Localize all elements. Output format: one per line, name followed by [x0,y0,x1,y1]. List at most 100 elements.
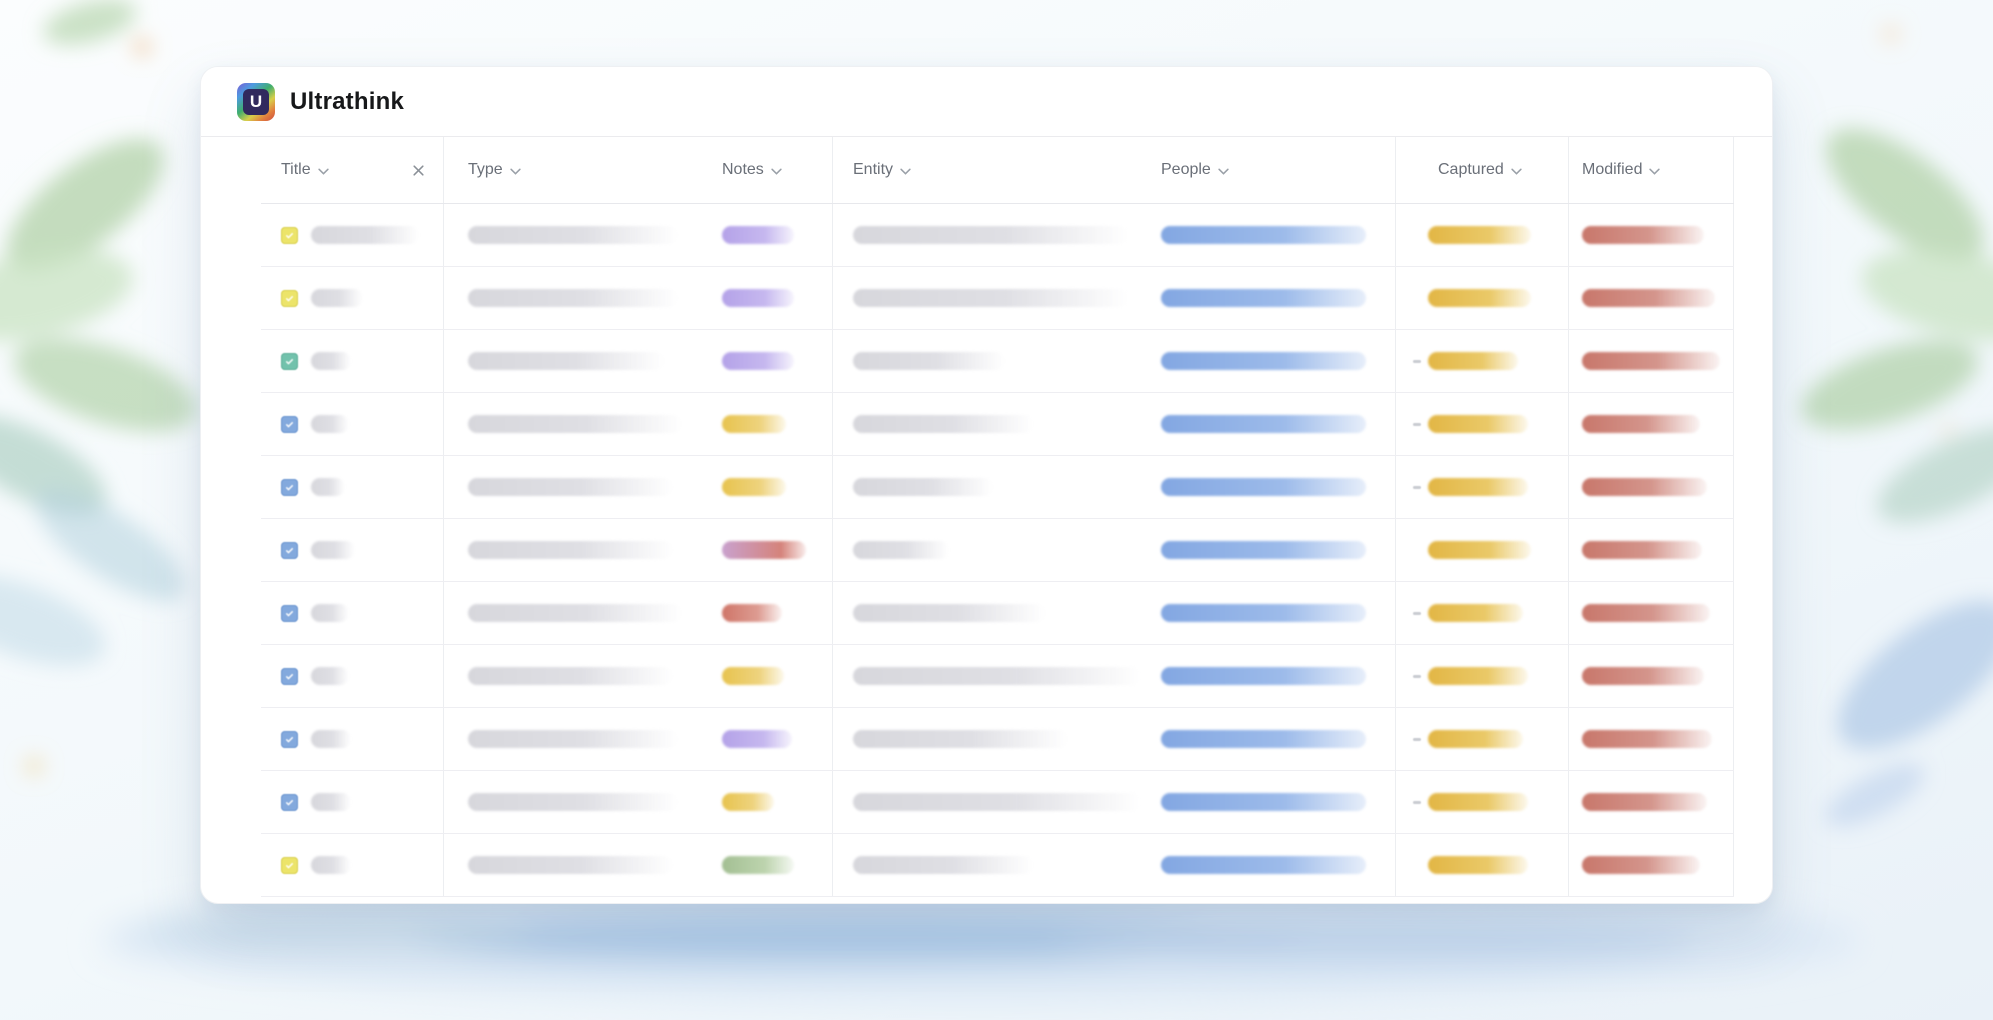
table-row[interactable] [261,708,1734,771]
entity-cell [832,393,1156,455]
modified-placeholder [1582,730,1712,748]
modified-placeholder [1582,415,1700,433]
notes-cell [713,330,832,392]
clear-filter-button[interactable] [409,161,427,179]
captured-cell [1395,267,1568,329]
table-row[interactable] [261,393,1734,456]
chevron-down-icon[interactable] [1511,168,1522,175]
table-row[interactable] [261,519,1734,582]
chevron-down-icon[interactable] [771,168,782,175]
captured-placeholder [1428,226,1531,244]
row-type-icon [281,226,298,244]
captured-placeholder [1428,730,1523,748]
entity-cell [832,708,1156,770]
notes-tag-placeholder [722,226,794,244]
bottom-watercolor-wash [100,878,1860,1002]
captured-tick [1413,737,1421,741]
close-icon [412,164,424,176]
modified-cell [1568,519,1734,581]
people-placeholder [1161,793,1366,811]
entity-cell [832,204,1156,266]
check-icon [285,421,294,427]
row-type-icon [281,541,298,559]
column-label-modified: Modified [1582,161,1643,178]
captured-placeholder [1428,604,1523,622]
type-placeholder [468,226,678,244]
captured-placeholder [1428,478,1528,496]
table-row[interactable] [261,267,1734,330]
entity-placeholder [853,289,1128,307]
app-logo: U [237,82,275,121]
column-header-entity[interactable]: Entity [832,137,1156,203]
chevron-down-icon[interactable] [1218,168,1229,175]
type-placeholder [468,478,673,496]
captured-placeholder [1428,793,1528,811]
title-placeholder [311,478,345,496]
title-placeholder [311,793,351,811]
captured-cell [1395,519,1568,581]
people-placeholder [1161,226,1366,244]
title-cell [261,519,443,581]
captured-placeholder [1428,352,1518,370]
entity-cell [832,834,1156,896]
type-cell [443,393,713,455]
people-placeholder [1161,730,1366,748]
chevron-down-icon[interactable] [510,168,521,175]
title-placeholder [311,226,419,244]
captured-tick [1413,485,1421,489]
check-icon [285,547,294,553]
notes-cell [713,267,832,329]
check-icon [285,232,294,238]
column-label-entity: Entity [853,161,894,178]
title-cell [261,456,443,518]
type-placeholder [468,289,678,307]
row-type-icon [281,289,298,307]
people-placeholder [1161,289,1366,307]
title-placeholder [311,604,349,622]
captured-tick [1413,800,1421,804]
column-header-type[interactable]: Type [443,137,713,203]
chevron-down-icon[interactable] [317,168,329,175]
notes-cell [713,393,832,455]
people-cell [1156,645,1395,707]
captured-cell [1395,582,1568,644]
left-leaf-cluster [0,0,197,775]
title-placeholder [311,415,349,433]
table-row[interactable] [261,834,1734,897]
chevron-down-icon[interactable] [900,168,911,175]
column-header-title[interactable]: Title [261,137,443,203]
check-icon [285,295,294,301]
table-row[interactable] [261,582,1734,645]
row-type-icon [281,352,298,370]
chevron-down-icon[interactable] [1649,168,1661,175]
column-label-notes: Notes [722,161,764,178]
row-type-icon [281,478,298,496]
captured-cell [1395,708,1568,770]
modified-placeholder [1582,226,1704,244]
entity-cell [832,582,1156,644]
modified-cell [1568,456,1734,518]
people-cell [1156,582,1395,644]
captured-placeholder [1428,415,1528,433]
entity-placeholder [853,730,1068,748]
table-row[interactable] [261,204,1734,267]
table-row[interactable] [261,330,1734,393]
table-row[interactable] [261,771,1734,834]
row-type-icon [281,415,298,433]
title-cell [261,708,443,770]
column-header-notes[interactable]: Notes [713,137,832,203]
column-header-modified[interactable]: Modified [1568,137,1734,203]
app-header: U Ultrathink [201,67,1772,137]
right-leaf-cluster [1801,22,1993,827]
type-cell [443,267,713,329]
entity-cell [832,330,1156,392]
app-title: Ultrathink [290,87,405,115]
table-row[interactable] [261,456,1734,519]
type-cell [443,456,713,518]
column-header-people[interactable]: People [1156,137,1395,203]
type-cell [443,771,713,833]
people-placeholder [1161,415,1366,433]
column-header-captured[interactable]: Captured [1395,137,1568,203]
table-row[interactable] [261,645,1734,708]
